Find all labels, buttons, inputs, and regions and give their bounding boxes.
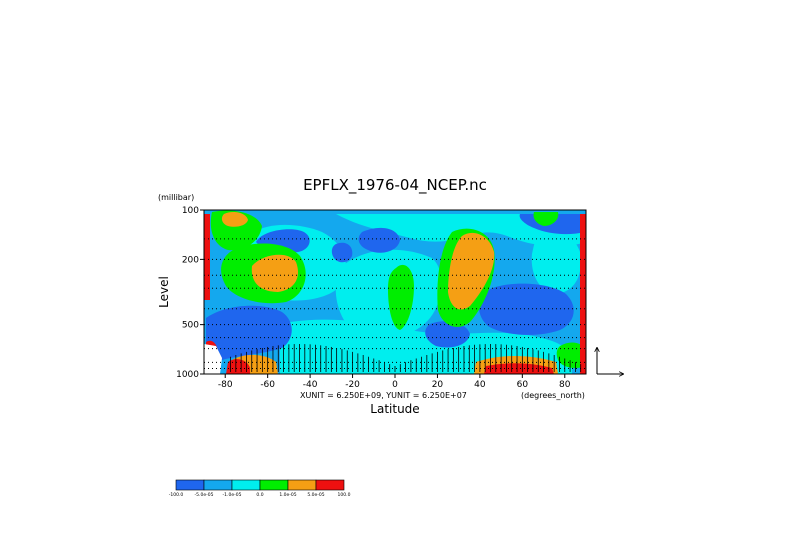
y-tick-label: 500: [182, 321, 199, 331]
colorbar-swatch: [231, 479, 261, 491]
x-tick-label: 40: [474, 380, 486, 390]
x-tick-label: -40: [303, 380, 318, 390]
x-units-label: (degrees_north): [521, 391, 585, 400]
y-tick-label: 200: [182, 255, 199, 265]
x-tick-label: -20: [345, 380, 360, 390]
y-tick-label: 100: [182, 206, 199, 216]
colorbar: -100.0 -5.0e-05 -1.0e-05 0.0 1.0e-05 5.0e-05 1…: [169, 479, 351, 498]
x-tick-label: 60: [517, 380, 529, 390]
x-axis-label: Latitude: [370, 402, 419, 416]
missing-data-region: [204, 344, 222, 374]
plot-area: [204, 210, 586, 374]
colorbar-label: -100.0: [169, 492, 184, 498]
x-tick-label: -60: [260, 380, 275, 390]
colorbar-label: 100.0: [338, 492, 351, 498]
colorbar-label: 5.0e-05: [307, 492, 324, 498]
y-axis: 100 200 500 1000: [176, 206, 204, 380]
x-tick-label: 80: [559, 380, 571, 390]
colorbar-swatch: [203, 479, 233, 491]
x-tick-label: -80: [218, 380, 233, 390]
unit-note: XUNIT = 6.250E+09, YUNIT = 6.250E+07: [300, 391, 467, 400]
x-axis: -80 -60 -40 -20 0 20 40 60 80: [218, 374, 571, 390]
epflux-vectors: [230, 344, 582, 372]
x-tick-label: 20: [432, 380, 444, 390]
colorbar-swatch: [315, 479, 345, 491]
y-tick-label: 1000: [176, 370, 199, 380]
colorbar-swatch: [175, 479, 205, 491]
y-axis-label: Level: [157, 276, 171, 308]
chart-title: EPFLX_1976-04_NCEP.nc: [303, 176, 487, 195]
colorbar-label: -5.0e-05: [195, 492, 214, 498]
colorbar-label: -1.0e-05: [223, 492, 242, 498]
colorbar-label: 0.0: [256, 492, 263, 498]
reference-vector-key: [597, 348, 623, 374]
x-tick-label: 0: [392, 380, 398, 390]
colorbar-swatch: [259, 479, 289, 491]
colorbar-label: 1.0e-05: [279, 492, 296, 498]
y-units-label: (millibar): [158, 193, 194, 202]
colorbar-swatch: [287, 479, 317, 491]
